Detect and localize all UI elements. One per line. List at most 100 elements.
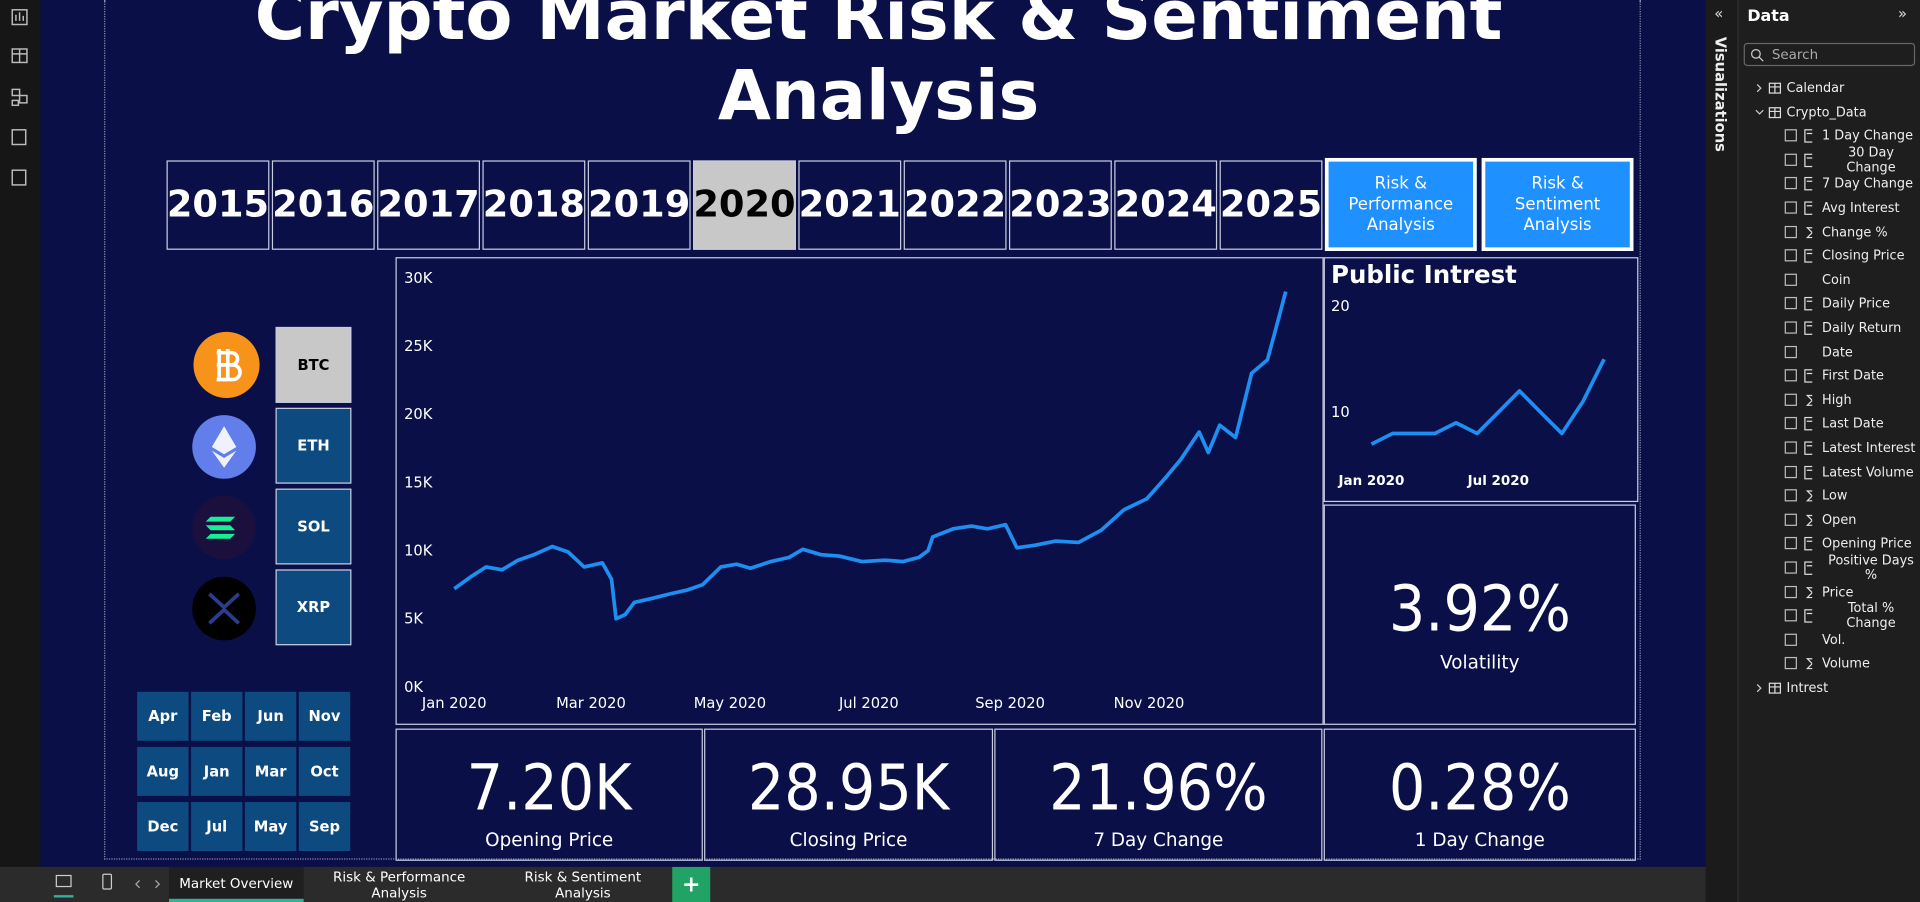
year-button[interactable]: 2023 — [1008, 160, 1112, 250]
tree-item[interactable]: Intrest — [1739, 678, 1920, 698]
viz-tab[interactable]: Visualizations — [1711, 36, 1729, 152]
month-button[interactable]: Aug — [137, 746, 189, 796]
month-button[interactable]: Jul — [191, 802, 243, 852]
y-tick-label: 10K — [404, 543, 433, 560]
page-tab[interactable]: Risk & Sentiment Analysis — [524, 868, 642, 901]
year-button[interactable]: 2016 — [271, 160, 375, 250]
tree-item[interactable]: Coin — [1739, 270, 1920, 290]
coin-button[interactable]: BTC — [275, 326, 352, 403]
tree-item[interactable]: Avg Interest — [1739, 198, 1920, 218]
page-tab[interactable]: Market Overview — [168, 866, 304, 902]
tree-label: Coin — [1822, 272, 1851, 288]
month-button[interactable]: Apr — [137, 691, 189, 741]
tree-item[interactable]: 7 Day Change — [1739, 174, 1920, 194]
y-tick-label: 20K — [404, 406, 433, 423]
tree-item[interactable]: High — [1739, 390, 1920, 410]
kpi-card: 28.95K Closing Price — [704, 728, 994, 861]
y-tick-label: 25K — [404, 338, 433, 355]
tree-item[interactable]: Latest Interest — [1739, 438, 1920, 458]
kpi-label: Opening Price — [485, 828, 614, 852]
coin-button[interactable]: ETH — [275, 407, 352, 484]
month-button[interactable]: Mar — [244, 746, 297, 796]
kpi-value: 3.92% — [1388, 573, 1571, 647]
month-button[interactable]: Sep — [298, 802, 351, 852]
tree-icon — [1784, 369, 1813, 383]
tree-item[interactable]: Positive Days % — [1739, 553, 1920, 583]
tree-label: Intrest — [1786, 680, 1829, 696]
year-button[interactable]: 2015 — [166, 160, 270, 250]
line-series — [1370, 358, 1606, 446]
tree-item[interactable]: Closing Price — [1739, 246, 1920, 266]
nav-button[interactable]: Risk & Performance Analysis — [1324, 157, 1477, 252]
tree-item[interactable]: Price — [1739, 582, 1920, 602]
kpi-label: Closing Price — [789, 828, 908, 852]
search-box[interactable]: Search — [1743, 42, 1916, 67]
tree-label: Change % — [1822, 224, 1888, 240]
year-button[interactable]: 2024 — [1114, 160, 1218, 250]
tree-icon — [1784, 417, 1813, 431]
tree-icon — [1784, 585, 1813, 598]
tree-item[interactable]: Date — [1739, 342, 1920, 362]
add-page[interactable]: + — [672, 866, 711, 902]
coin-icons — [192, 331, 260, 641]
year-button[interactable]: 2019 — [587, 160, 691, 250]
tree-item[interactable]: Change % — [1739, 222, 1920, 242]
month-button[interactable]: Nov — [298, 691, 351, 741]
tree-item[interactable]: Last Date — [1739, 414, 1920, 434]
tree-item[interactable]: Calendar — [1739, 78, 1920, 98]
tree-item[interactable]: First Date — [1739, 366, 1920, 386]
tree-item[interactable]: Total % Change — [1739, 601, 1920, 631]
tree-label: Total % Change — [1846, 601, 1896, 631]
kpi-value: 28.95K — [747, 751, 950, 826]
tree-item[interactable]: Crypto_Data — [1739, 102, 1920, 122]
tree-label: Open — [1822, 512, 1857, 528]
tree-item[interactable]: Vol. — [1739, 630, 1920, 650]
month-button[interactable]: Feb — [191, 691, 243, 741]
tree-item[interactable]: Open — [1739, 510, 1920, 530]
kpi-value: 7.20K — [466, 751, 632, 826]
tree-icon — [1784, 441, 1813, 455]
month-button[interactable]: Jun — [244, 691, 297, 741]
year-button[interactable]: 2020 — [693, 160, 796, 250]
nav-button[interactable]: Risk & Sentiment Analysis — [1481, 157, 1634, 252]
expand-icon[interactable]: » — [1897, 4, 1907, 23]
nav-icons — [11, 9, 28, 186]
y-tick-label: 10 — [1331, 404, 1350, 421]
month-button[interactable]: May — [244, 802, 297, 852]
tree-item[interactable]: 30 Day Change — [1739, 145, 1920, 175]
year-button[interactable]: 2018 — [482, 160, 586, 250]
tree-item[interactable]: Low — [1739, 486, 1920, 506]
tree-item[interactable]: Daily Return — [1739, 318, 1920, 338]
coin-button[interactable]: SOL — [275, 488, 352, 565]
left-nav — [0, 0, 41, 902]
interest-chart: 10 20 Jan 2020 Jul 2020 Public Intrest — [1331, 260, 1606, 489]
tree-icon — [1784, 345, 1797, 358]
kpi-card: 3.92% Volatility — [1323, 504, 1636, 725]
tree-label: Price — [1822, 584, 1854, 600]
year-button[interactable]: 2017 — [377, 160, 481, 250]
tree-item[interactable]: Opening Price — [1739, 534, 1920, 554]
tree-label: Date — [1822, 344, 1853, 360]
month-button[interactable]: Dec — [137, 802, 189, 852]
year-button[interactable]: 2021 — [798, 160, 902, 250]
tree-label: Avg Interest — [1822, 200, 1900, 216]
tree-icon — [1784, 465, 1813, 479]
tree-item[interactable]: Latest Volume — [1739, 462, 1920, 482]
tree-label: 7 Day Change — [1822, 176, 1914, 192]
year-button[interactable]: 2022 — [903, 160, 1007, 250]
collapse-icon[interactable]: « — [1714, 4, 1724, 23]
tree-label: Opening Price — [1822, 536, 1912, 552]
page-tab[interactable]: Risk & Performance Analysis — [333, 868, 466, 901]
chart-title: Public Intrest — [1331, 260, 1517, 289]
year-button[interactable]: 2025 — [1219, 160, 1323, 250]
month-button[interactable]: Jan — [191, 746, 243, 796]
tree-icon — [1784, 273, 1797, 286]
tree-item[interactable]: Daily Price — [1739, 294, 1920, 314]
coin-button[interactable]: XRP — [275, 569, 352, 646]
tree-item[interactable]: Volume — [1739, 654, 1920, 674]
tree-label: Volume — [1822, 656, 1870, 672]
tree-icon — [1784, 153, 1813, 167]
month-button[interactable]: Oct — [298, 746, 351, 796]
tree-item[interactable]: 1 Day Change — [1739, 126, 1920, 146]
